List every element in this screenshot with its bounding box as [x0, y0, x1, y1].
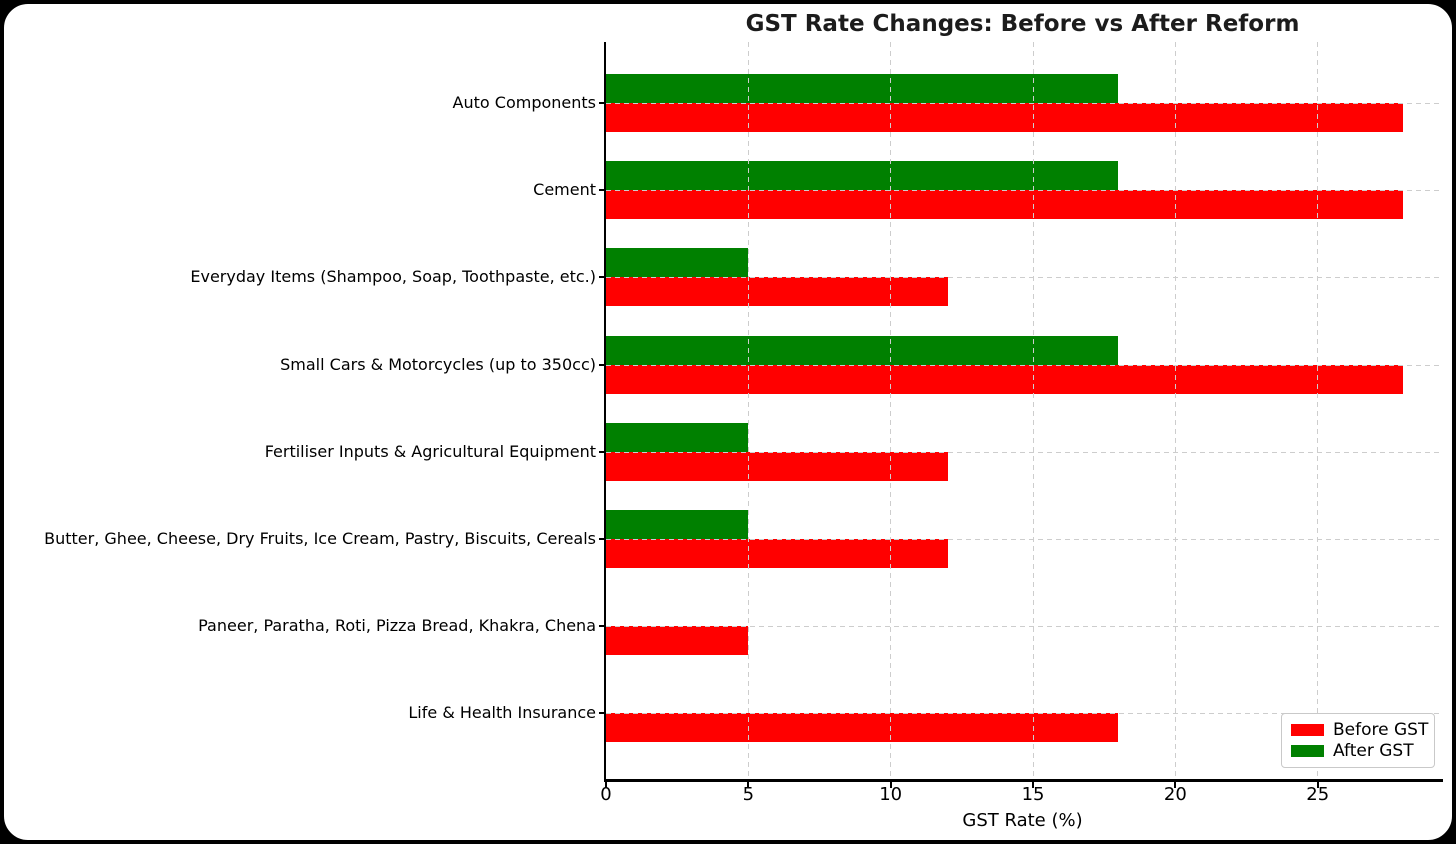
chart-title: GST Rate Changes: Before vs After Reform	[745, 11, 1300, 37]
x-tick-label: 20	[1163, 784, 1187, 805]
bar-before-gst	[606, 190, 1404, 220]
x-gridline	[890, 42, 892, 779]
y-tick-mark	[599, 712, 604, 715]
legend-swatch-before-gst	[1291, 724, 1324, 737]
x-tick-mark	[889, 782, 892, 788]
y-category-label: Butter, Ghee, Cheese, Dry Fruits, Ice Cr…	[44, 529, 596, 548]
y-gridline	[606, 451, 1443, 453]
y-category-label: Everyday Items (Shampoo, Soap, Toothpast…	[190, 267, 596, 287]
bar-after-gst	[606, 422, 749, 452]
x-tick-label: 15	[1021, 784, 1045, 805]
y-category-label: Small Cars & Motorcycles (up to 350cc)	[280, 354, 596, 374]
y-tick-mark	[599, 363, 604, 366]
bar-before-gst	[606, 277, 948, 307]
y-tick-mark	[599, 276, 604, 279]
bar-before-gst	[606, 713, 1119, 743]
bar-before-gst	[606, 539, 948, 568]
y-tick-mark	[599, 189, 604, 192]
y-gridline	[606, 713, 1443, 715]
y-category-label: Life & Health Insurance	[408, 703, 596, 723]
y-gridline	[606, 626, 1443, 628]
bar-before-gst	[606, 364, 1404, 394]
x-gridline	[1174, 42, 1176, 779]
y-category-label: Cement	[533, 180, 596, 200]
legend-label-before-gst: Before GST	[1333, 720, 1429, 741]
legend-swatch-after-gst	[1291, 744, 1324, 757]
bar-after-gst	[606, 335, 1119, 365]
plot-area	[604, 42, 1443, 782]
x-tick-mark	[1174, 782, 1177, 788]
bar-after-gst	[606, 74, 1119, 103]
legend-entry-after-gst: After GST	[1291, 741, 1426, 761]
x-tick-mark	[747, 782, 750, 788]
y-tick-mark	[599, 102, 604, 104]
legend-entry-before-gst: Before GST	[1291, 720, 1429, 741]
x-tick-label: 10	[879, 784, 903, 805]
x-tick-mark	[1316, 782, 1319, 788]
y-gridline	[606, 364, 1443, 366]
y-category-label: Paneer, Paratha, Roti, Pizza Bread, Khak…	[198, 616, 596, 636]
y-gridline	[606, 277, 1443, 279]
x-tick-mark	[605, 782, 607, 788]
y-gridline	[606, 539, 1443, 540]
bar-after-gst	[606, 248, 749, 278]
y-tick-mark	[599, 450, 604, 453]
x-tick-label: 25	[1306, 784, 1330, 805]
x-gridline	[1317, 42, 1319, 779]
bar-before-gst	[606, 103, 1404, 132]
y-tick-mark	[599, 538, 604, 540]
x-axis-label: GST Rate (%)	[962, 810, 1083, 831]
y-gridline	[606, 103, 1443, 104]
legend-label-after-gst: After GST	[1333, 740, 1414, 761]
x-gridline	[747, 42, 749, 779]
x-tick-mark	[1032, 782, 1035, 788]
bar-after-gst	[606, 510, 749, 539]
bar-after-gst	[606, 161, 1119, 191]
x-tick-label: 0	[600, 784, 612, 805]
y-category-label: Auto Components	[452, 93, 596, 112]
y-gridline	[606, 190, 1443, 192]
bar-before-gst	[606, 451, 948, 481]
y-tick-mark	[599, 625, 604, 628]
bar-before-gst	[606, 626, 749, 656]
x-tick-label: 5	[742, 784, 755, 805]
x-gridline	[1032, 42, 1034, 779]
y-category-label: Fertiliser Inputs & Agricultural Equipme…	[264, 441, 596, 461]
legend: Before GST After GST	[1281, 713, 1435, 768]
